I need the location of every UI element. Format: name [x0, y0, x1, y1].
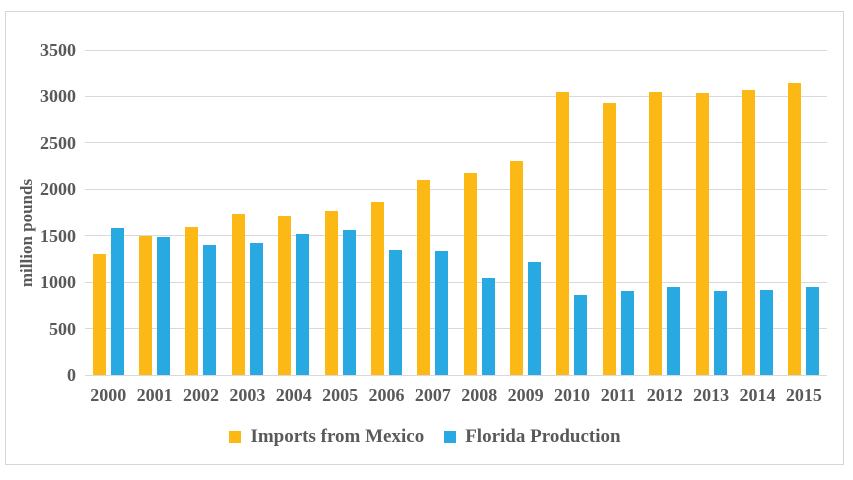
y-tick-label-500: 500 [49, 318, 76, 339]
bar-florida-production-2014 [759, 289, 773, 375]
bar-imports-from-mexico-2014 [741, 90, 755, 375]
x-tick-label-2007: 2007 [414, 385, 451, 405]
y-tick-label-2000: 2000 [40, 179, 76, 200]
bar-florida-production-2008 [481, 278, 495, 375]
gridline-2000 [85, 188, 827, 190]
x-tick-label-2010: 2010 [553, 385, 590, 405]
legend-label-florida-production: Florida Production [465, 426, 621, 447]
gridline-3000 [85, 95, 827, 97]
bar-imports-from-mexico-2010 [556, 92, 570, 375]
bar-imports-from-mexico-2013 [695, 92, 709, 375]
legend-swatch-florida-production [444, 431, 457, 443]
bar-imports-from-mexico-2006 [370, 201, 384, 375]
x-tick-label-2003: 2003 [229, 385, 266, 405]
bar-florida-production-2007 [435, 251, 449, 375]
gridline-2500 [85, 142, 827, 144]
bar-imports-from-mexico-2001 [139, 235, 153, 375]
bar-imports-from-mexico-2000 [92, 254, 106, 375]
bar-florida-production-2002 [203, 245, 217, 375]
x-tick-label-2014: 2014 [739, 385, 776, 405]
legend: Imports from Mexico Florida Production [5, 426, 845, 448]
y-tick-label-0: 0 [67, 365, 76, 385]
y-tick-label-3500: 3500 [40, 40, 76, 60]
bar-florida-production-2005 [342, 230, 356, 375]
bar-imports-from-mexico-2012 [649, 92, 663, 375]
bar-florida-production-2013 [713, 291, 727, 375]
y-tick-label-1000: 1000 [40, 272, 76, 293]
bar-imports-from-mexico-2004 [278, 215, 292, 375]
x-tick-label-2009: 2009 [507, 385, 544, 405]
bar-imports-from-mexico-2003 [231, 214, 245, 375]
legend-item-imports-from-mexico: Imports from Mexico [229, 426, 424, 448]
y-tick-label-2500: 2500 [40, 132, 76, 153]
x-axis-line [85, 374, 827, 376]
legend-swatch-imports-from-mexico [229, 431, 242, 443]
bar-imports-from-mexico-2007 [417, 180, 431, 375]
bar-imports-from-mexico-2011 [602, 103, 616, 375]
x-tick-label-2006: 2006 [368, 385, 405, 405]
plot-area [85, 49, 827, 376]
bar-florida-production-2001 [157, 236, 171, 375]
bar-florida-production-2015 [806, 287, 820, 375]
y-tick-label-1500: 1500 [40, 225, 76, 246]
x-tick-label-2013: 2013 [693, 385, 730, 405]
x-tick-label-2008: 2008 [461, 385, 498, 405]
x-tick-label-2004: 2004 [275, 385, 312, 405]
y-tick-label-3000: 3000 [40, 86, 76, 107]
gridline-500 [85, 328, 827, 330]
bar-imports-from-mexico-2008 [463, 172, 477, 375]
bar-florida-production-2011 [620, 290, 634, 375]
bar-imports-from-mexico-2015 [788, 82, 802, 375]
gridline-1000 [85, 281, 827, 283]
bar-florida-production-2010 [574, 295, 588, 375]
bar-florida-production-2000 [110, 228, 124, 375]
bar-imports-from-mexico-2009 [510, 160, 524, 375]
x-tick-label-2012: 2012 [646, 385, 683, 405]
bar-florida-production-2004 [296, 234, 310, 375]
bar-florida-production-2003 [249, 243, 263, 375]
gridline-1500 [85, 235, 827, 237]
bar-florida-production-2012 [667, 286, 681, 375]
x-tick-label-2001: 2001 [136, 385, 173, 405]
legend-item-florida-production: Florida Production [444, 426, 621, 448]
bar-imports-from-mexico-2005 [324, 211, 338, 375]
bar-florida-production-2006 [388, 249, 402, 375]
legend-label-imports-from-mexico: Imports from Mexico [250, 426, 425, 447]
x-tick-label-2015: 2015 [785, 385, 822, 405]
x-tick-label-2005: 2005 [322, 385, 359, 405]
x-tick-label-2011: 2011 [600, 385, 636, 405]
bar-imports-from-mexico-2002 [185, 226, 199, 375]
bar-florida-production-2009 [528, 261, 542, 375]
gridline-3500 [85, 49, 827, 51]
x-tick-label-2000: 2000 [90, 385, 127, 405]
x-tick-label-2002: 2002 [182, 385, 219, 405]
